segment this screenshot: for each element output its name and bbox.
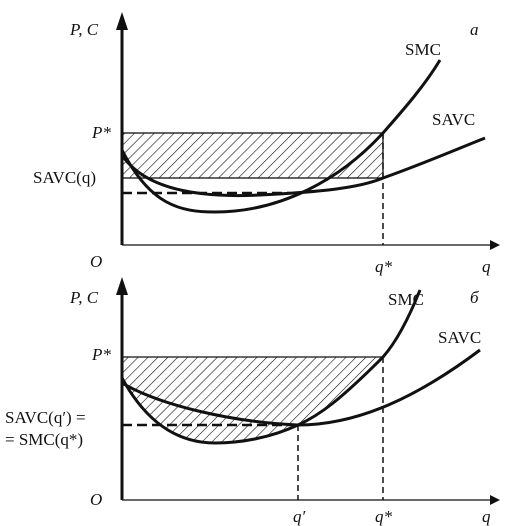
x-arrow bbox=[490, 495, 500, 505]
hatched-area bbox=[121, 132, 384, 179]
level-label: SAVC(q) bbox=[33, 168, 96, 187]
panel-a: P, C a SMC SAVC P* SAVC(q) O q* q bbox=[33, 12, 500, 276]
axis-label-x: q bbox=[482, 257, 491, 276]
q-star-label: q* bbox=[375, 507, 393, 526]
hatched-area bbox=[122, 357, 383, 443]
smc-curve bbox=[120, 59, 442, 214]
savc-curve bbox=[120, 136, 486, 198]
smc-label: SMC bbox=[405, 40, 441, 59]
q-prime-label: q′ bbox=[293, 507, 306, 526]
q-star-label: q* bbox=[375, 257, 393, 276]
origin-label: O bbox=[90, 490, 102, 509]
panel-tag: б bbox=[470, 288, 479, 307]
y-arrow bbox=[116, 277, 128, 295]
savc-curve bbox=[121, 348, 481, 427]
savc-label: SAVC bbox=[432, 110, 475, 129]
y-arrow bbox=[116, 12, 128, 30]
axis-label-y: P, C bbox=[69, 288, 99, 307]
price-label: P* bbox=[91, 123, 111, 142]
price-label: P* bbox=[91, 345, 111, 364]
panel-b: P, C б SMC SAVC P* SAVC(q′) = = SMC(q*) … bbox=[5, 277, 500, 526]
level-label: = SMC(q*) bbox=[5, 430, 83, 449]
level-label: SAVC(q′) = bbox=[5, 408, 86, 427]
panel-tag: a bbox=[470, 20, 479, 39]
savc-label: SAVC bbox=[438, 328, 481, 347]
axis-label-y: P, C bbox=[69, 20, 99, 39]
smc-label: SMC bbox=[388, 290, 424, 309]
origin-label: O bbox=[90, 252, 102, 271]
axis-label-x: q bbox=[482, 507, 491, 526]
x-arrow bbox=[490, 240, 500, 250]
